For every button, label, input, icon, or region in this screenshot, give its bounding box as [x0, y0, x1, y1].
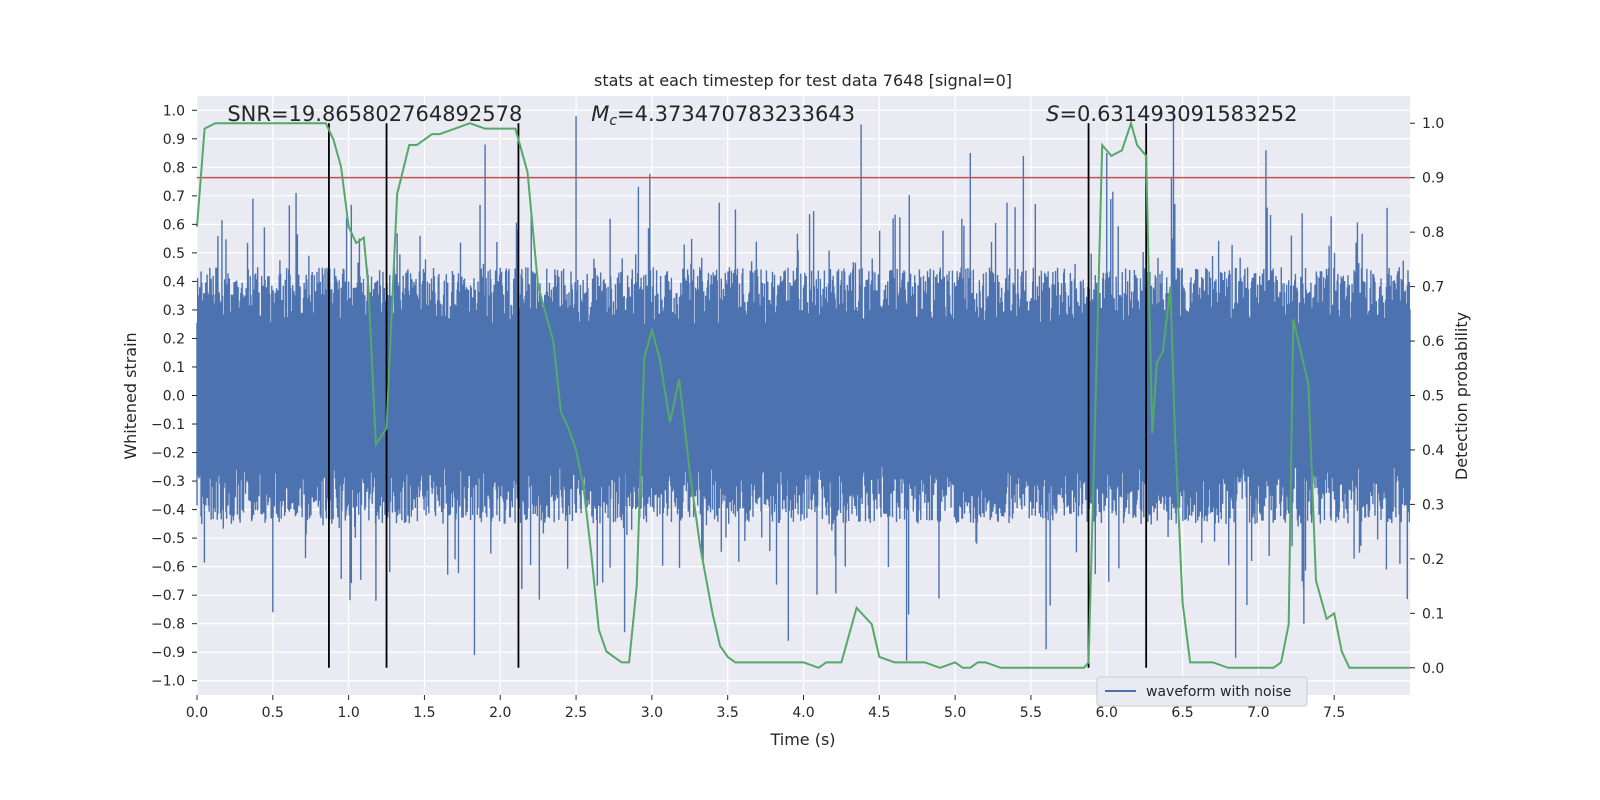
- detection-probability-line: [196, 119, 1410, 669]
- legend-box: [1096, 676, 1308, 707]
- y-left-tick-label: 0.7: [163, 189, 185, 205]
- x-tick-label: 6.5: [1171, 705, 1193, 721]
- x-tick-label: 5.5: [1020, 705, 1042, 721]
- x-tick-label: 1.5: [413, 705, 435, 721]
- x-tick-label: 0.0: [186, 705, 208, 721]
- y-left-tick-label: 0.8: [163, 160, 185, 176]
- y-left-tick-label: −0.5: [151, 531, 185, 547]
- x-tick-label: 7.0: [1247, 705, 1269, 721]
- y-left-tick-label: 0.2: [163, 331, 185, 347]
- legend-label-waveform: waveform with noise: [1146, 684, 1291, 700]
- y-left-tick-label: −0.3: [151, 474, 185, 490]
- event-markers: [328, 123, 1148, 668]
- x-tick-label: 5.0: [944, 705, 966, 721]
- y-left-tick-label: 0.3: [163, 303, 185, 319]
- x-tick-label: 3.0: [641, 705, 663, 721]
- y-left-tick-label: −0.6: [151, 560, 185, 576]
- x-axis-label: Time (s): [769, 730, 835, 749]
- y-right-tick-label: 0.3: [1422, 497, 1444, 513]
- annotations: SNR=19.865802764892578 Mc=4.3734707832336…: [227, 102, 1297, 129]
- y-right-tick-label: 0.8: [1422, 225, 1444, 241]
- y-right-tick-label: 0.4: [1422, 443, 1444, 459]
- y-left-tick-label: 0.6: [163, 217, 185, 233]
- x-tick-label: 2.5: [565, 705, 587, 721]
- x-tick-label: 4.0: [792, 705, 814, 721]
- x-tick-label: 2.0: [489, 705, 511, 721]
- y-right-tick-label: 0.1: [1422, 606, 1444, 622]
- y-right-tick-label: 0.5: [1422, 389, 1444, 405]
- detection-probability-series: [196, 119, 1410, 669]
- annotation-text: S=0.631493091583252: [1046, 102, 1297, 126]
- waveform-line: [196, 110, 1411, 661]
- y-right-tick-label: 1.0: [1422, 116, 1444, 132]
- y-right-tick-label: 0.7: [1422, 280, 1444, 296]
- y-left-tick-label: 0.4: [163, 274, 185, 290]
- y-left-tick-label: 0.5: [163, 246, 185, 262]
- y-axis-right-label: Detection probability: [1452, 312, 1471, 480]
- y-left-tick-label: 1.0: [163, 103, 185, 119]
- x-tick-label: 6.0: [1096, 705, 1118, 721]
- y-left-tick-label: 0.9: [163, 132, 185, 148]
- y-left-tick-label: −0.2: [151, 446, 185, 462]
- tick-labels: 0.0 0.5 1.0 1.5 2.0 2.5 3.0 3.5 4.0 4.5 5.0 5.5 6.0 6…: [151, 103, 1444, 721]
- y-right-tick-label: 0.2: [1422, 552, 1444, 568]
- y-axis-left-label: Whitened strain: [121, 332, 140, 459]
- x-tick-label: 0.5: [262, 705, 284, 721]
- y-left-tick-label: −0.7: [151, 588, 185, 604]
- chart-title: stats at each timestep for test data 764…: [594, 71, 1012, 90]
- y-left-tick-label: −0.4: [151, 503, 185, 519]
- annotation-text: SNR=19.865802764892578: [227, 102, 522, 126]
- y-left-tick-label: −0.8: [151, 617, 185, 633]
- legend: waveform with noise: [1096, 676, 1308, 707]
- y-right-tick-label: 0.0: [1422, 661, 1444, 677]
- x-tick-label: 7.5: [1323, 705, 1345, 721]
- x-tick-label: 1.0: [337, 705, 359, 721]
- y-left-tick-label: 0.1: [163, 360, 185, 376]
- y-left-tick-label: −0.1: [151, 417, 185, 433]
- waveform-series: [196, 110, 1411, 661]
- y-left-tick-label: −0.9: [151, 645, 185, 661]
- y-left-tick-label: 0.0: [163, 389, 185, 405]
- y-right-tick-label: 0.6: [1422, 334, 1444, 350]
- annotation-text: Mc=4.373470783233643: [591, 102, 855, 129]
- y-right-tick-label: 0.9: [1422, 171, 1444, 187]
- y-left-tick-label: −1.0: [151, 674, 185, 690]
- x-tick-label: 4.5: [868, 705, 890, 721]
- x-tick-label: 3.5: [717, 705, 739, 721]
